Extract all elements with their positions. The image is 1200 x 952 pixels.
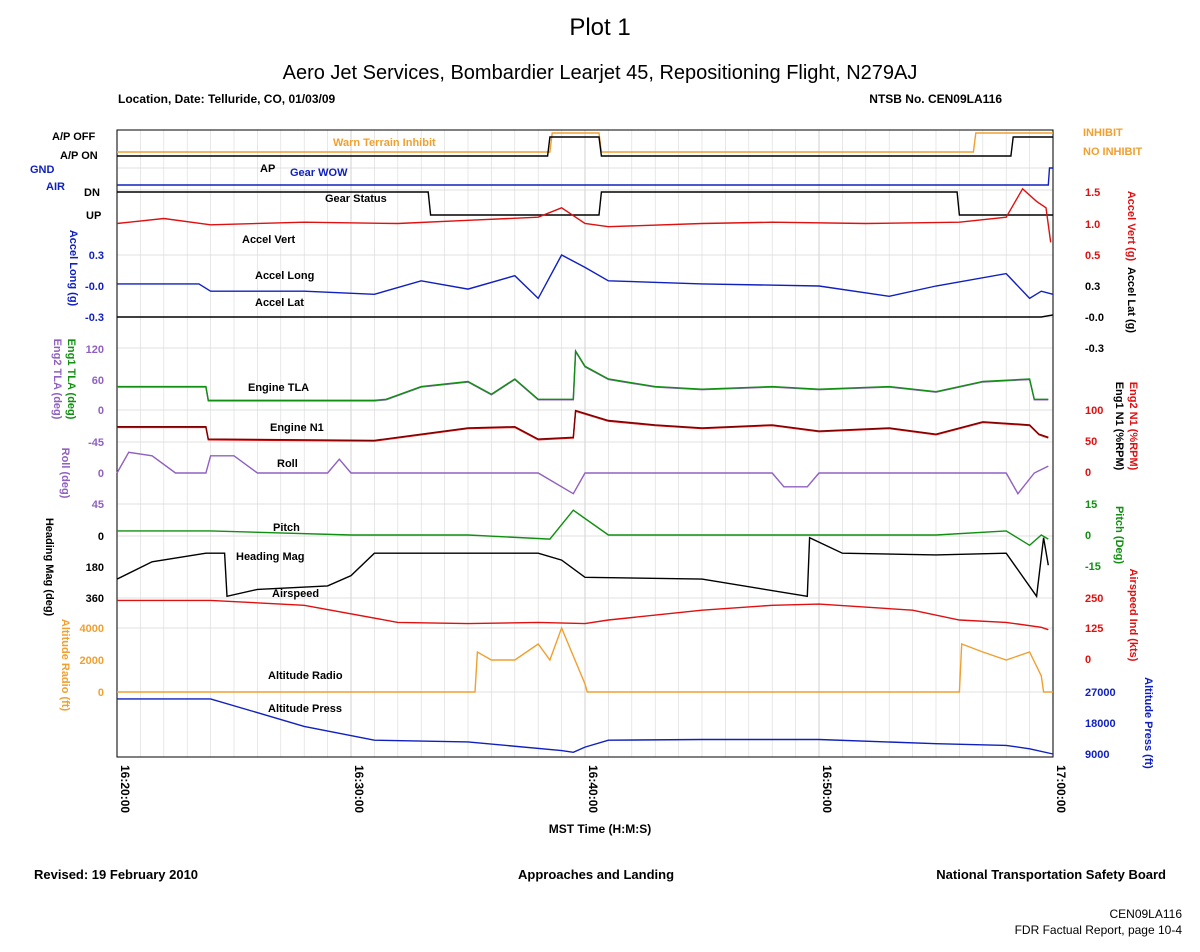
y-tick-label: 0.3 bbox=[89, 250, 104, 262]
x-tick-label: 17:00:00 bbox=[1054, 765, 1068, 813]
x-tick-label: 16:50:00 bbox=[820, 765, 834, 813]
axis-title-accel-lat: Accel Lat (g) bbox=[1125, 267, 1137, 333]
series-heading-mag bbox=[117, 538, 1048, 597]
series-label-altitude-radio: Altitude Radio bbox=[268, 670, 343, 682]
y-tick-label: 0 bbox=[98, 531, 104, 543]
series-pitch bbox=[117, 510, 1048, 545]
y-tick-label: 50 bbox=[1085, 436, 1097, 448]
tick-label-ap-on: A/P ON bbox=[60, 150, 98, 162]
series-label-accel-lat: Accel Lat bbox=[255, 297, 304, 309]
series-label-gear-status: Gear Status bbox=[325, 193, 387, 205]
x-tick-label: 16:30:00 bbox=[352, 765, 366, 813]
y-tick-label: 120 bbox=[86, 344, 104, 356]
axis-title-eng2-n1: Eng2 N1 (%RPM) bbox=[1127, 382, 1139, 471]
y-tick-label: 125 bbox=[1085, 623, 1103, 635]
y-tick-label: -0.0 bbox=[1085, 312, 1104, 324]
y-tick-label: 360 bbox=[86, 593, 104, 605]
series-label-ap: AP bbox=[260, 163, 275, 175]
axis-title-accel-long: Accel Long (g) bbox=[67, 230, 79, 307]
document-id: CEN09LA116 bbox=[1110, 907, 1183, 921]
series-label-airspeed: Airspeed bbox=[272, 588, 319, 600]
y-tick-label: 0 bbox=[98, 687, 104, 699]
axis-title-altitude-radio: Altitude Radio (ft) bbox=[59, 619, 71, 712]
y-tick-label: 1.5 bbox=[1085, 187, 1100, 199]
series-label-engine-n1: Engine N1 bbox=[270, 422, 324, 434]
tick-label-up: UP bbox=[86, 210, 101, 222]
series-label-accel-long: Accel Long bbox=[255, 270, 314, 282]
y-tick-label: 18000 bbox=[1085, 718, 1116, 730]
tick-label-ap-off: A/P OFF bbox=[52, 131, 95, 143]
y-tick-label: 0.3 bbox=[1085, 281, 1100, 293]
tick-label-inhibit: INHIBIT bbox=[1083, 127, 1123, 139]
y-tick-label: 27000 bbox=[1085, 687, 1116, 699]
series-label-accel-vert: Accel Vert bbox=[242, 234, 296, 246]
y-tick-label: 45 bbox=[92, 499, 104, 511]
y-tick-label: -15 bbox=[1085, 561, 1101, 573]
series-label-engine-tla: Engine TLA bbox=[248, 382, 309, 394]
series-engine-n1 bbox=[117, 411, 1048, 441]
y-tick-label: -45 bbox=[88, 437, 104, 449]
series-label-roll: Roll bbox=[277, 458, 298, 470]
axis-title-pitch: Pitch (Deg) bbox=[1113, 506, 1125, 564]
series-label-altitude-press: Altitude Press bbox=[268, 703, 342, 715]
series-label-heading-mag: Heading Mag bbox=[236, 551, 304, 563]
series-label-pitch: Pitch bbox=[273, 522, 300, 534]
y-tick-label: -0.0 bbox=[85, 281, 104, 293]
y-tick-label: -0.3 bbox=[1085, 343, 1104, 355]
axis-title-heading-mag: Heading Mag (deg) bbox=[43, 518, 55, 617]
x-tick-label: 16:40:00 bbox=[586, 765, 600, 813]
series-engine-n1-2 bbox=[117, 411, 1048, 441]
y-tick-label: 180 bbox=[86, 562, 104, 574]
axis-title-roll: Roll (deg) bbox=[59, 448, 71, 499]
axis-title-eng2-tla: Eng2 TLA (deg) bbox=[51, 339, 63, 420]
y-tick-label: 1.0 bbox=[1085, 219, 1100, 231]
location-date: Location, Date: Telluride, CO, 01/03/09 bbox=[118, 92, 335, 106]
organization-name: National Transportation Safety Board bbox=[936, 867, 1166, 882]
axis-title-airspeed: Airspeed Ind (kts) bbox=[1127, 569, 1139, 662]
ntsb-number: NTSB No. CEN09LA116 bbox=[869, 92, 1002, 106]
y-tick-label: 0 bbox=[1085, 467, 1091, 479]
series-label-gear-wow: Gear WOW bbox=[290, 167, 348, 179]
tick-label-air: AIR bbox=[46, 181, 65, 193]
y-tick-label: 9000 bbox=[1085, 749, 1109, 761]
section-title: Approaches and Landing bbox=[518, 867, 674, 882]
y-tick-label: 0 bbox=[98, 468, 104, 480]
y-tick-label: 4000 bbox=[80, 623, 104, 635]
chart-title: Aero Jet Services, Bombardier Learjet 45… bbox=[0, 62, 1200, 85]
revised-date: Revised: 19 February 2010 bbox=[34, 867, 198, 882]
y-tick-label: 2000 bbox=[80, 655, 104, 667]
y-tick-label: 0 bbox=[98, 405, 104, 417]
y-tick-label: 15 bbox=[1085, 499, 1097, 511]
y-tick-label: -0.3 bbox=[85, 312, 104, 324]
plot-number: Plot 1 bbox=[0, 14, 1200, 42]
series-airspeed bbox=[117, 600, 1048, 629]
series-label-warn-terrain-inhibit: Warn Terrain Inhibit bbox=[333, 137, 436, 149]
series-roll bbox=[117, 452, 1048, 493]
axis-title-altitude-press: Altitude Press (ft) bbox=[1142, 677, 1154, 769]
tick-label-no-inhibit: NO INHIBIT bbox=[1083, 146, 1143, 158]
y-tick-label: 250 bbox=[1085, 593, 1103, 605]
x-tick-label: 16:20:00 bbox=[118, 765, 132, 813]
axis-title-eng1-tla: Eng1 TLA (deg) bbox=[65, 339, 77, 420]
axis-title-eng1-n1: Eng1 N1 (%RPM) bbox=[1113, 382, 1125, 471]
y-tick-label: 0.5 bbox=[1085, 250, 1100, 262]
axis-title-accel-vert: Accel Vert (g) bbox=[1125, 191, 1137, 262]
tick-label-dn: DN bbox=[84, 187, 100, 199]
y-tick-label: 0 bbox=[1085, 530, 1091, 542]
y-tick-label: 100 bbox=[1085, 405, 1103, 417]
page-reference: FDR Factual Report, page 10-4 bbox=[1015, 923, 1182, 937]
y-tick-label: 0 bbox=[1085, 654, 1091, 666]
y-tick-label: 60 bbox=[92, 375, 104, 387]
tick-label-gnd: GND bbox=[30, 164, 55, 176]
x-axis-title: MST Time (H:M:S) bbox=[0, 822, 1200, 836]
